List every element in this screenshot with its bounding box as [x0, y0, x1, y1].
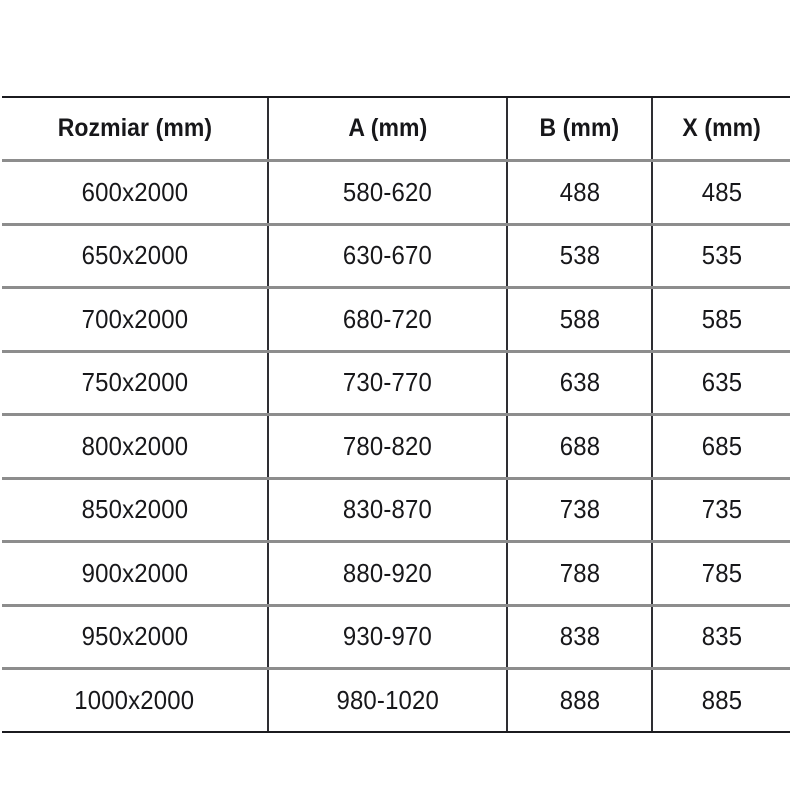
cell-x: 885 — [651, 668, 790, 733]
cell-a: 930-970 — [267, 605, 507, 670]
column-header-b: B (mm) — [506, 96, 652, 162]
column-header-b-label: B (mm) — [539, 114, 620, 142]
cell-a: 680-720 — [267, 287, 507, 353]
cell-size: 850x2000 — [2, 478, 268, 543]
cell-b: 788 — [506, 541, 652, 607]
cell-a: 880-920 — [267, 541, 507, 607]
table-row: 600x2000 580-620 488 485 — [2, 160, 790, 226]
table-row: 850x2000 830-870 738 735 — [2, 478, 790, 543]
cell-size-value: 600x2000 — [81, 176, 188, 207]
cell-b-value: 738 — [559, 494, 600, 525]
cell-x-value: 635 — [701, 367, 742, 398]
cell-size: 750x2000 — [2, 351, 268, 416]
cell-b: 638 — [506, 351, 652, 416]
size-table-container: Rozmiar (mm) A (mm) B (mm) X (mm) 600x20… — [2, 96, 790, 733]
cell-a-value: 780-820 — [342, 430, 433, 461]
cell-size-value: 650x2000 — [81, 240, 188, 271]
cell-a: 630-670 — [267, 224, 507, 289]
table-header-row: Rozmiar (mm) A (mm) B (mm) X (mm) — [2, 96, 790, 162]
cell-a-value: 980-1020 — [336, 684, 439, 715]
cell-a-value: 730-770 — [342, 367, 433, 398]
cell-a: 580-620 — [267, 160, 507, 226]
cell-x-value: 585 — [701, 303, 742, 334]
cell-b-value: 588 — [559, 303, 600, 334]
cell-size: 600x2000 — [2, 160, 268, 226]
cell-size-value: 900x2000 — [81, 557, 188, 588]
column-header-size: Rozmiar (mm) — [2, 96, 268, 162]
cell-x-value: 835 — [701, 621, 742, 652]
cell-x-value: 685 — [701, 430, 742, 461]
cell-x-value: 735 — [701, 494, 742, 525]
cell-a-value: 630-670 — [342, 240, 433, 271]
cell-b-value: 688 — [559, 430, 600, 461]
cell-a: 980-1020 — [267, 668, 507, 733]
table-row: 800x2000 780-820 688 685 — [2, 414, 790, 480]
cell-x-value: 885 — [701, 684, 742, 715]
cell-a-value: 880-920 — [342, 557, 433, 588]
cell-size: 900x2000 — [2, 541, 268, 607]
table-header: Rozmiar (mm) A (mm) B (mm) X (mm) — [2, 96, 790, 162]
table-row: 950x2000 930-970 838 835 — [2, 605, 790, 670]
table-row: 1000x2000 980-1020 888 885 — [2, 668, 790, 733]
cell-x: 685 — [651, 414, 790, 480]
cell-b: 838 — [506, 605, 652, 670]
cell-a-value: 580-620 — [342, 176, 433, 207]
cell-size-value: 850x2000 — [81, 494, 188, 525]
cell-x: 785 — [651, 541, 790, 607]
cell-size-value: 1000x2000 — [74, 684, 195, 715]
cell-a-value: 830-870 — [342, 494, 433, 525]
cell-b: 588 — [506, 287, 652, 353]
table-row: 650x2000 630-670 538 535 — [2, 224, 790, 289]
cell-x: 835 — [651, 605, 790, 670]
cell-x-value: 785 — [701, 557, 742, 588]
cell-b-value: 788 — [559, 557, 600, 588]
cell-x-value: 535 — [701, 240, 742, 271]
cell-b: 488 — [506, 160, 652, 226]
cell-a: 730-770 — [267, 351, 507, 416]
cell-a-value: 930-970 — [342, 621, 433, 652]
cell-b-value: 638 — [559, 367, 600, 398]
table-body: 600x2000 580-620 488 485 650x2000 630-67… — [2, 160, 790, 733]
cell-size: 700x2000 — [2, 287, 268, 353]
table-row: 900x2000 880-920 788 785 — [2, 541, 790, 607]
cell-x-value: 485 — [701, 176, 742, 207]
cell-x: 635 — [651, 351, 790, 416]
cell-x: 485 — [651, 160, 790, 226]
cell-b: 538 — [506, 224, 652, 289]
cell-b: 888 — [506, 668, 652, 733]
cell-b-value: 538 — [559, 240, 600, 271]
cell-x: 585 — [651, 287, 790, 353]
cell-x: 735 — [651, 478, 790, 543]
cell-b-value: 888 — [559, 684, 600, 715]
cell-a: 830-870 — [267, 478, 507, 543]
column-header-a: A (mm) — [267, 96, 507, 162]
cell-size-value: 950x2000 — [81, 621, 188, 652]
cell-b-value: 488 — [559, 176, 600, 207]
cell-b: 688 — [506, 414, 652, 480]
column-header-x: X (mm) — [651, 96, 790, 162]
table-row: 750x2000 730-770 638 635 — [2, 351, 790, 416]
cell-size: 650x2000 — [2, 224, 268, 289]
cell-size: 950x2000 — [2, 605, 268, 670]
cell-a: 780-820 — [267, 414, 507, 480]
cell-size: 1000x2000 — [2, 668, 268, 733]
cell-b: 738 — [506, 478, 652, 543]
column-header-a-label: A (mm) — [348, 114, 427, 142]
cell-size-value: 800x2000 — [81, 430, 188, 461]
cell-b-value: 838 — [559, 621, 600, 652]
cell-size-value: 700x2000 — [81, 303, 188, 334]
cell-x: 535 — [651, 224, 790, 289]
cell-size: 800x2000 — [2, 414, 268, 480]
cell-size-value: 750x2000 — [81, 367, 188, 398]
column-header-x-label: X (mm) — [682, 114, 761, 142]
cell-a-value: 680-720 — [342, 303, 433, 334]
size-table: Rozmiar (mm) A (mm) B (mm) X (mm) 600x20… — [2, 96, 790, 733]
column-header-size-label: Rozmiar (mm) — [57, 114, 212, 142]
table-row: 700x2000 680-720 588 585 — [2, 287, 790, 353]
